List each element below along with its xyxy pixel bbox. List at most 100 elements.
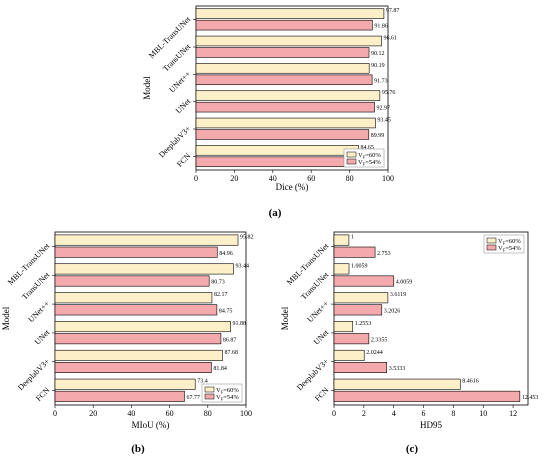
legend-swatch-series1 [486, 237, 497, 244]
bar-series2-4 [333, 362, 388, 374]
bar-series2-0 [54, 246, 218, 258]
bar-series1-1 [333, 263, 350, 275]
panel-label: (a) [269, 207, 282, 219]
value-label-series1-2: 3.6119 [390, 292, 406, 298]
value-label-series1-5: 84.65 [361, 145, 375, 151]
value-label-series1-3: 91.88 [232, 321, 246, 327]
x-tick-label-0: 0 [332, 409, 336, 418]
bar-series2-2 [195, 74, 373, 86]
legend-label-series2: VF=54% [358, 159, 381, 167]
bar-series1-3 [195, 90, 381, 101]
plot-frame [333, 231, 529, 406]
bar-series1-1 [54, 263, 234, 275]
bar-series1-3 [54, 321, 231, 333]
legend-label-series1: VF=60% [216, 387, 239, 395]
bar-series1-4 [195, 117, 376, 129]
value-label-series1-2: 90.19 [371, 63, 385, 69]
value-label-series2-3: 92.97 [377, 106, 391, 112]
bar-series1-5 [333, 378, 461, 390]
legend-label-series2: VF=54% [216, 394, 239, 402]
x-tick-label-2: 4 [392, 409, 396, 418]
value-label-series1-2: 82.17 [214, 292, 228, 298]
legend-swatch-series2 [486, 244, 497, 251]
value-label-series1-5: 73.4 [197, 379, 208, 385]
y-tick-label-1: TransUNet [20, 270, 52, 302]
legend-label-series1: VF=60% [498, 238, 521, 246]
y-axis-label: Model [1, 306, 11, 330]
value-label-series1-0: 1 [351, 235, 354, 241]
y-tick-label-3: UNet [312, 327, 331, 346]
x-tick-label-4: 80 [346, 174, 354, 183]
y-tick-label-3: UNet [174, 96, 193, 115]
legend: VF=60%VF=54% [343, 148, 385, 168]
bar-series2-3 [54, 333, 222, 345]
value-label-series1-0: 95.82 [240, 235, 254, 241]
value-label-series2-0: 2.753 [377, 251, 391, 257]
legend-swatch-series2 [346, 158, 357, 165]
y-tick-label-4: DeeplabV3+ [295, 356, 331, 392]
bar-series1-2 [195, 63, 370, 74]
legend-swatch-series1 [346, 151, 357, 158]
legend-label-series2: VF=54% [498, 245, 521, 253]
bar-series1-5 [195, 145, 359, 156]
value-label-series2-1: 90.12 [371, 51, 385, 57]
y-tick-label-1: TransUNet [299, 270, 331, 302]
bar-series2-4 [195, 129, 370, 140]
value-label-series1-1: 93.44 [235, 263, 249, 269]
value-label-series1-1: 1.0059 [351, 263, 368, 269]
bar-series1-4 [333, 349, 365, 361]
bar-series2-3 [195, 101, 375, 113]
legend-label-series1: VF=60% [358, 152, 381, 160]
bar-series1-4 [54, 349, 223, 361]
bar-series2-0 [333, 246, 376, 258]
value-label-series2-0: 91.86 [374, 24, 388, 30]
value-label-series1-3: 95.76 [382, 90, 396, 96]
x-tick-label-6: 12 [509, 409, 517, 418]
value-label-series2-4: 3.5333 [389, 366, 406, 372]
value-label-series1-0: 97.87 [386, 8, 400, 14]
bar-series1-0 [333, 234, 350, 246]
legend: VF=60%VF=54% [201, 383, 243, 403]
bar-series1-0 [195, 8, 385, 19]
panel-label: (c) [406, 443, 419, 455]
x-tick-label-1: 20 [230, 174, 238, 183]
bar-series2-1 [195, 47, 370, 58]
bar-series2-5 [54, 390, 185, 402]
value-label-series2-5: 67.77 [186, 395, 200, 401]
y-tick-label-5: FCN [34, 385, 52, 403]
plot-frame [195, 5, 389, 171]
x-axis-label: MIoU (%) [132, 420, 170, 430]
bar-series1-2 [333, 292, 389, 304]
x-tick-label-5: 100 [240, 409, 252, 418]
y-tick-label-2: UNet++ [167, 69, 192, 94]
x-tick-label-5: 100 [382, 174, 394, 183]
x-tick-label-0: 0 [53, 409, 57, 418]
x-tick-label-3: 60 [307, 174, 315, 183]
value-label-series2-2: 91.73 [374, 78, 388, 84]
x-tick-label-4: 8 [451, 409, 455, 418]
bar-series1-3 [333, 321, 354, 333]
x-tick-label-0: 0 [194, 174, 198, 183]
bar-series1-0 [54, 234, 239, 246]
bar-series2-0 [195, 19, 373, 31]
value-label-series1-4: 2.0244 [366, 350, 383, 356]
value-label-series2-3: 86.87 [223, 337, 237, 343]
value-label-series1-4: 93.45 [377, 118, 391, 124]
legend-swatch-series2 [204, 393, 215, 400]
bar-series2-5 [195, 156, 352, 168]
y-tick-label-2: UNet++ [305, 299, 330, 324]
x-axis-label: Dice (%) [276, 182, 309, 192]
x-tick-label-3: 60 [166, 409, 174, 418]
x-tick-label-2: 40 [127, 409, 135, 418]
value-label-series2-5: 12.453 [522, 395, 539, 401]
bar-series2-4 [54, 362, 212, 374]
legend-swatch-series1 [204, 386, 215, 393]
plot-frame [54, 231, 247, 406]
bar-series2-1 [54, 275, 210, 287]
bar-series2-1 [333, 275, 395, 287]
x-tick-label-3: 6 [422, 409, 426, 418]
